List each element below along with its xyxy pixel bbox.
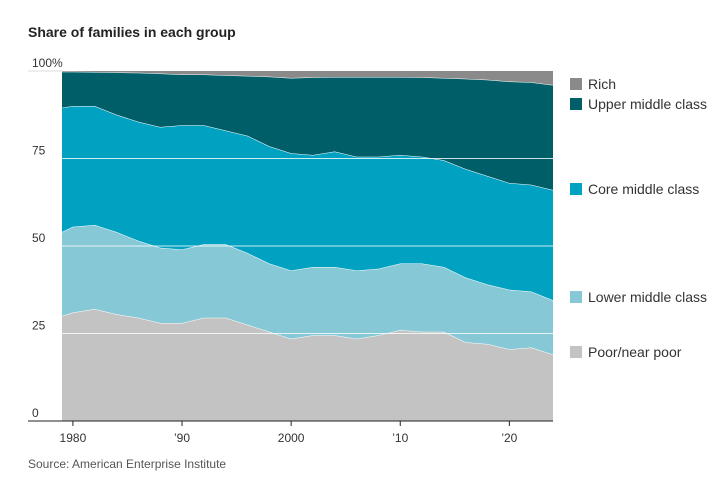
x-tick-label: ’90: [174, 431, 190, 445]
legend-label: Upper middle class: [588, 96, 707, 112]
area: [62, 309, 553, 421]
legend-swatch: [570, 98, 582, 110]
legend-label: Rich: [588, 76, 616, 92]
x-tick-label: ’10: [392, 431, 408, 445]
source: Source: American Enterprise Institute: [28, 457, 226, 471]
x-tick-label: 1980: [60, 431, 87, 445]
y-tick-label: 25: [32, 319, 46, 333]
area: [62, 225, 553, 355]
y-tick-label: 0: [32, 406, 39, 420]
y-tick-label: 75: [32, 144, 46, 158]
y-tick-label: 50: [32, 231, 46, 245]
x-tick-label: ’20: [501, 431, 517, 445]
legend-swatch: [570, 78, 582, 90]
legend-swatch: [570, 346, 582, 358]
legend-label: Lower middle class: [588, 289, 707, 305]
legend-label: Poor/near poor: [588, 344, 682, 360]
legend-label: Core middle class: [588, 181, 699, 197]
area: [62, 106, 553, 301]
legend-swatch: [570, 183, 582, 195]
x-tick-label: 2000: [278, 431, 305, 445]
y-tick-label: 100%: [32, 56, 63, 70]
area: [62, 71, 553, 190]
legend-swatch: [570, 291, 582, 303]
chart-title: Share of families in each group: [28, 24, 236, 40]
area: [62, 71, 553, 85]
